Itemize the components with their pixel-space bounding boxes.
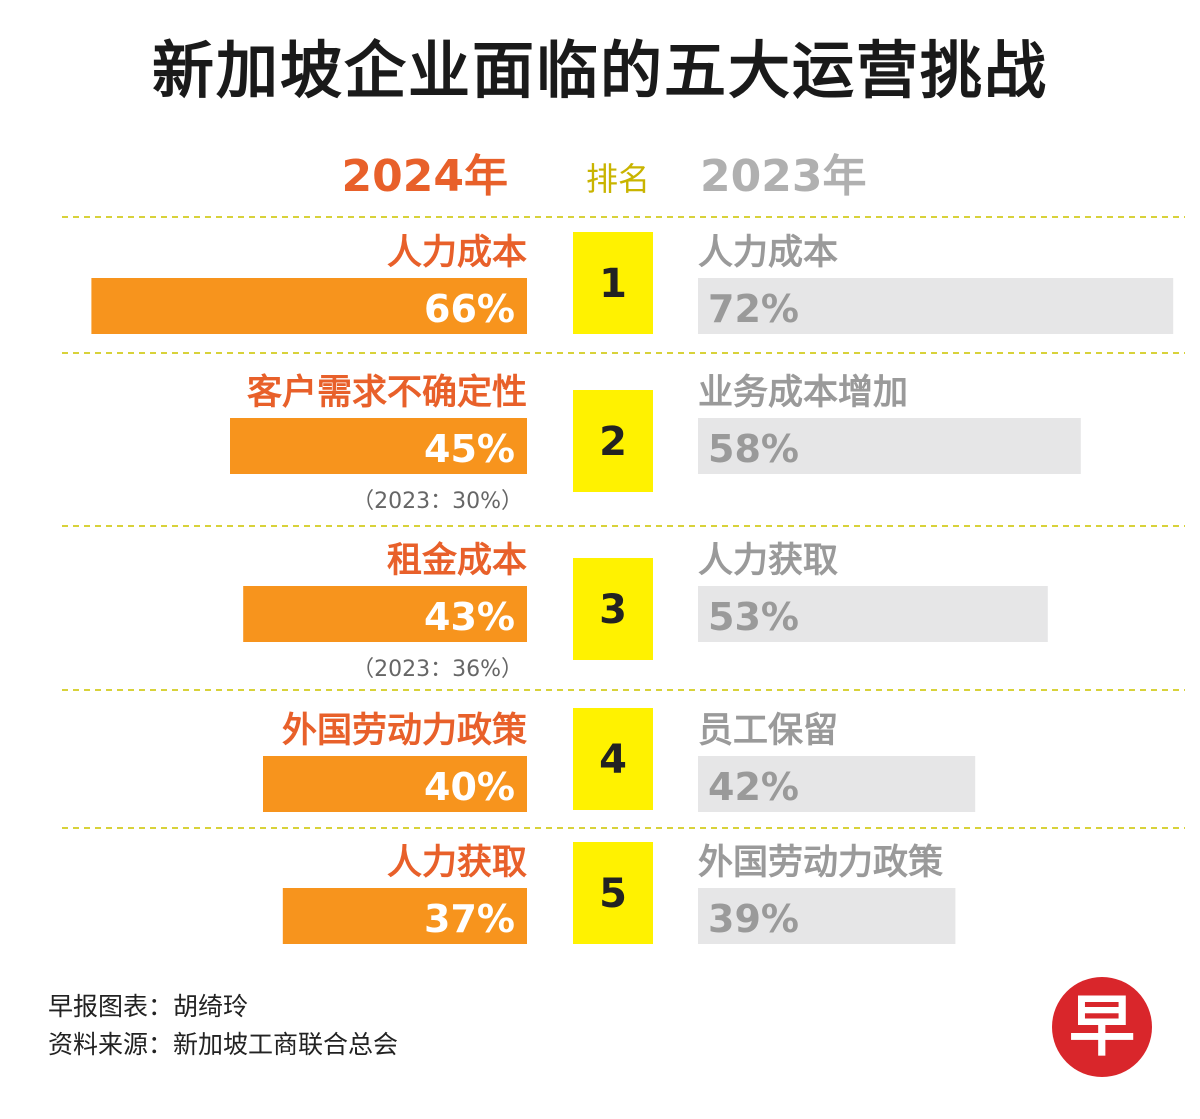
footer: 早报图表：胡绮玲 资料来源：新加坡工商联合总会	[48, 988, 398, 1064]
previous-year-note: （2023：30%）	[352, 489, 523, 514]
source-line: 资料来源：新加坡工商联合总会	[48, 1030, 399, 1059]
bar-2023	[698, 278, 1174, 334]
category-label-2023: 员工保留	[698, 711, 838, 751]
rank-number: 1	[599, 261, 627, 307]
bar-2023	[698, 418, 1081, 474]
value-label-2023: 53%	[708, 595, 799, 639]
bar-2023	[698, 586, 1048, 642]
bar-2023	[698, 888, 956, 944]
value-label-2023: 58%	[708, 427, 799, 471]
value-label-2024: 37%	[424, 897, 515, 941]
value-label-2023: 39%	[708, 897, 799, 941]
rank-number: 5	[599, 871, 627, 917]
previous-year-note: （2023：36%）	[352, 657, 523, 682]
value-label-2023: 42%	[708, 765, 799, 809]
bar-2024	[230, 418, 527, 474]
category-label-2023: 业务成本增加	[698, 373, 908, 413]
bar-2024	[91, 278, 528, 334]
value-label-2024: 66%	[424, 287, 515, 331]
rank-box	[573, 390, 653, 492]
credit-line: 早报图表：胡绮玲	[48, 992, 249, 1021]
category-label-2023: 外国劳动力政策	[698, 843, 943, 883]
rank-box	[573, 842, 653, 944]
value-label-2023: 72%	[708, 287, 799, 331]
rank-box	[573, 708, 653, 810]
category-label-2023: 人力获取	[698, 541, 838, 581]
header-2023: 2023年	[700, 151, 867, 202]
header-2024: 2024年	[341, 151, 508, 202]
category-label-2024: 外国劳动力政策	[282, 711, 527, 751]
rank-number: 4	[599, 737, 627, 783]
value-label-2024: 43%	[424, 595, 515, 639]
chart-title: 新加坡企业面临的五大运营挑战	[151, 34, 1048, 107]
bar-2024	[263, 756, 527, 812]
rank-number: 2	[599, 419, 627, 465]
category-label-2024: 人力成本	[387, 233, 527, 273]
bar-2023	[698, 756, 976, 812]
category-label-2024: 租金成本	[387, 540, 527, 581]
rank-box	[573, 558, 653, 660]
bar-2024	[282, 888, 527, 944]
category-label-2024: 客户需求不确定性	[247, 372, 527, 413]
rank-number: 3	[599, 587, 627, 633]
value-label-2024: 45%	[424, 427, 515, 471]
category-label-2024: 人力获取	[387, 843, 527, 883]
header-rank: 排名	[585, 160, 650, 198]
bar-2024	[243, 586, 527, 642]
value-label-2024: 40%	[424, 765, 515, 809]
zaobao-logo-icon: 早	[1052, 977, 1152, 1077]
category-label-2023: 人力成本	[698, 233, 838, 273]
rank-box	[573, 232, 653, 334]
